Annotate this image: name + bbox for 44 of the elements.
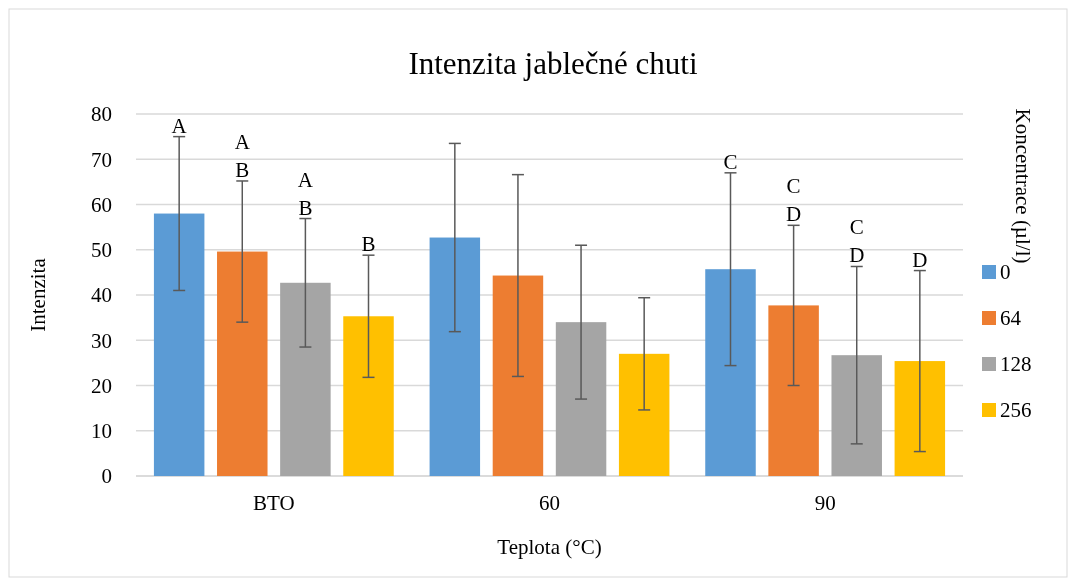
y-tick-label: 30: [91, 328, 112, 353]
x-tick-label: 90: [814, 491, 836, 515]
legend-label: 256: [1000, 398, 1032, 423]
y-tick-label: 50: [91, 238, 112, 263]
x-axis-title: Teplota (°C): [497, 535, 602, 559]
bar: [153, 213, 205, 476]
bar: [492, 275, 544, 476]
y-tick-label: 10: [91, 419, 112, 444]
y-axis-title: Intenzita: [26, 257, 50, 332]
annotation: B: [235, 157, 250, 182]
annotation: C: [849, 215, 864, 240]
y-tick-label: 60: [91, 192, 112, 217]
annotation: D: [912, 247, 928, 272]
y-tick-label: 80: [91, 102, 112, 127]
bar: [429, 237, 481, 476]
annotation: D: [786, 202, 802, 227]
annotation: A: [234, 129, 251, 154]
bar: [217, 251, 268, 476]
bar: [705, 269, 756, 476]
x-tick-label: 60: [539, 491, 560, 515]
bar: [831, 355, 882, 476]
annotation: C: [786, 174, 801, 199]
y-tick-label: 0: [101, 464, 112, 489]
bar: [768, 305, 819, 476]
bar: [343, 316, 394, 476]
y-tick-label: 40: [91, 283, 112, 308]
annotation: C: [723, 149, 738, 174]
chart-title: Intenzita jablečné chuti: [408, 46, 698, 81]
x-tick-label: BTO: [253, 491, 295, 515]
annotation: A: [297, 167, 314, 192]
annotation: A: [171, 113, 188, 138]
annotation: B: [298, 195, 313, 220]
legend-label: 128: [1000, 352, 1032, 377]
legend-label: 64: [1000, 306, 1022, 331]
y-tick-label: 20: [91, 373, 112, 398]
annotation: B: [361, 232, 376, 257]
bar: [280, 282, 331, 476]
bar: [555, 322, 607, 476]
bar: [618, 353, 670, 476]
legend-title: Koncentrace (µl/l): [1011, 108, 1035, 264]
annotation: D: [849, 243, 865, 268]
bar: [894, 361, 946, 476]
y-tick-label: 70: [91, 147, 112, 172]
legend-label: 0: [1000, 260, 1011, 285]
